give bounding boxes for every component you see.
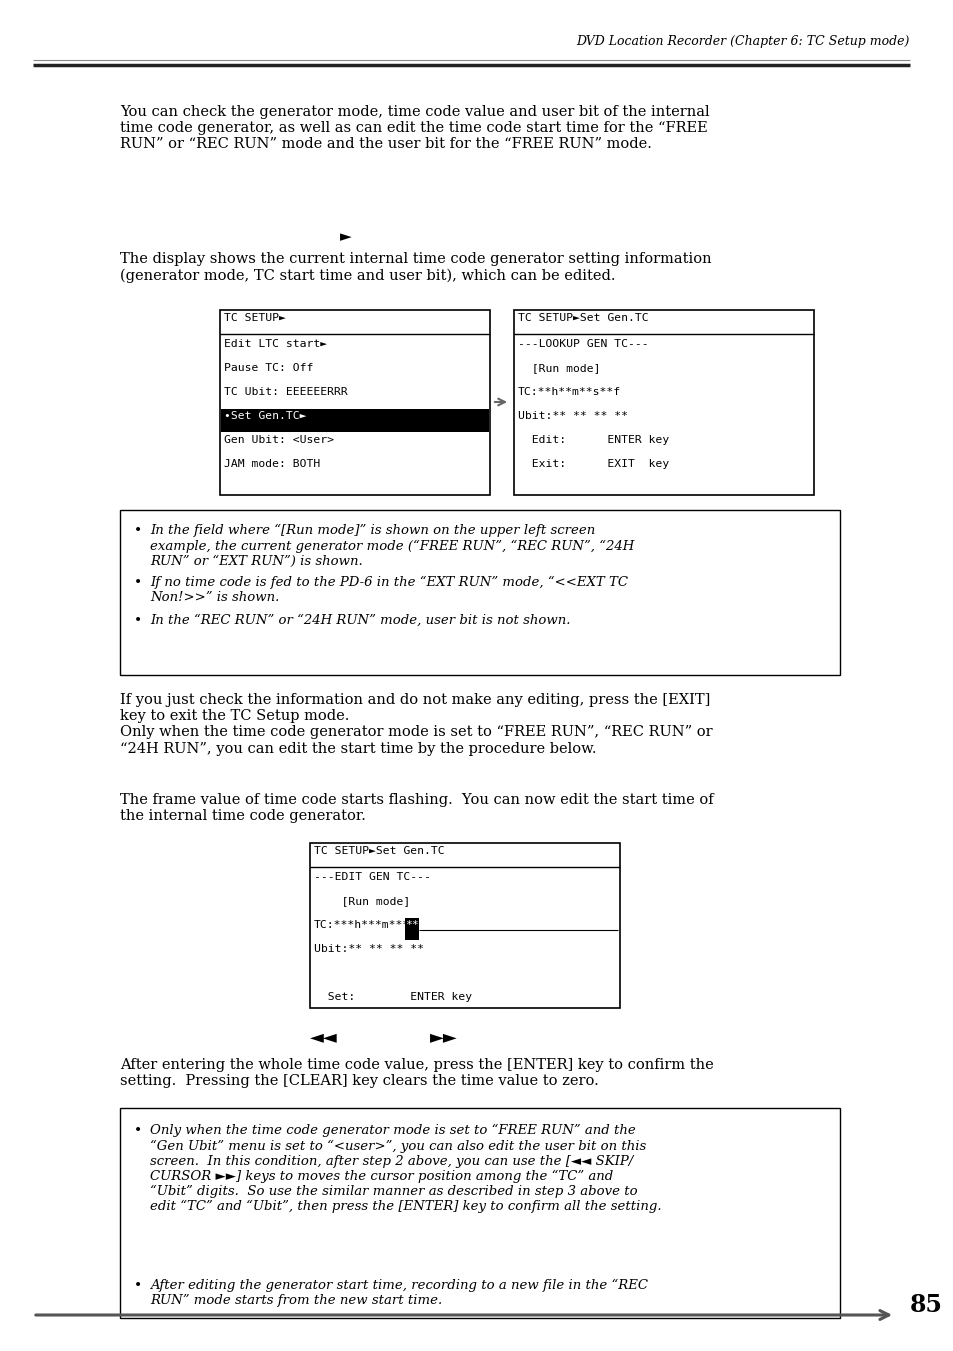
Text: TC:**h**m**s**f: TC:**h**m**s**f — [517, 386, 620, 397]
Text: In the “REC RUN” or “24H RUN” mode, user bit is not shown.: In the “REC RUN” or “24H RUN” mode, user… — [150, 613, 570, 627]
Text: ►►: ►► — [430, 1028, 457, 1046]
Text: After editing the generator start time, recording to a new file in the “REC
RUN”: After editing the generator start time, … — [150, 1279, 647, 1308]
Bar — [405, 917, 418, 940]
Text: Ubit:** ** ** **: Ubit:** ** ** ** — [517, 411, 627, 422]
Text: ◄◄: ◄◄ — [310, 1028, 337, 1046]
Text: Ubit:** ** ** **: Ubit:** ** ** ** — [314, 944, 423, 954]
Text: •: • — [133, 1124, 142, 1138]
Text: Gen Ubit: <User>: Gen Ubit: <User> — [224, 435, 334, 444]
Text: TC:***h***m***s: TC:***h***m***s — [314, 920, 416, 929]
Text: You can check the generator mode, time code value and user bit of the internal
t: You can check the generator mode, time c… — [120, 105, 709, 151]
Text: •: • — [133, 1279, 142, 1293]
Text: Edit:      ENTER key: Edit: ENTER key — [517, 435, 669, 444]
Text: 85: 85 — [909, 1293, 942, 1317]
Text: DVD Location Recorder (Chapter 6: TC Setup mode): DVD Location Recorder (Chapter 6: TC Set… — [576, 35, 909, 49]
Text: Edit LTC start►: Edit LTC start► — [224, 339, 327, 349]
Text: In the field where “[Run mode]” is shown on the upper left screen
example, the c: In the field where “[Run mode]” is shown… — [150, 524, 634, 567]
Text: Only when the time code generator mode is set to “FREE RUN” and the
“Gen Ubit” m: Only when the time code generator mode i… — [150, 1124, 661, 1213]
Bar — [514, 309, 813, 494]
Text: ---LOOKUP GEN TC---: ---LOOKUP GEN TC--- — [517, 339, 648, 349]
Text: •Set Gen.TC►: •Set Gen.TC► — [224, 411, 306, 422]
Text: •: • — [133, 576, 142, 590]
Text: •: • — [133, 613, 142, 628]
Text: TC SETUP►Set Gen.TC: TC SETUP►Set Gen.TC — [314, 846, 444, 857]
Text: TC Ubit: EEEEEERRR: TC Ubit: EEEEEERRR — [224, 386, 348, 397]
Text: [Run mode]: [Run mode] — [314, 896, 410, 907]
Text: If no time code is fed to the PD-6 in the “EXT RUN” mode, “<<EXT TC
Non!>>” is s: If no time code is fed to the PD-6 in th… — [150, 576, 627, 604]
Text: The frame value of time code starts flashing.  You can now edit the start time o: The frame value of time code starts flas… — [120, 793, 713, 823]
Text: ---EDIT GEN TC---: ---EDIT GEN TC--- — [314, 871, 431, 882]
Text: The display shows the current internal time code generator setting information
(: The display shows the current internal t… — [120, 253, 711, 282]
Text: TC SETUP►Set Gen.TC: TC SETUP►Set Gen.TC — [517, 313, 648, 323]
Bar — [221, 409, 489, 432]
Text: **: ** — [405, 920, 418, 929]
Text: •: • — [133, 524, 142, 538]
Bar — [310, 843, 619, 1008]
Text: ►: ► — [339, 230, 352, 245]
Bar — [120, 509, 840, 676]
Text: Set:        ENTER key: Set: ENTER key — [314, 992, 472, 1002]
Text: If you just check the information and do not make any editing, press the [EXIT]
: If you just check the information and do… — [120, 693, 712, 755]
Text: [Run mode]: [Run mode] — [517, 363, 599, 373]
Bar — [120, 1108, 840, 1319]
Text: JAM mode: BOTH: JAM mode: BOTH — [224, 459, 320, 469]
Text: TC SETUP►: TC SETUP► — [224, 313, 286, 323]
Bar — [220, 309, 490, 494]
Text: After entering the whole time code value, press the [ENTER] key to confirm the
s: After entering the whole time code value… — [120, 1058, 713, 1088]
Text: Exit:      EXIT  key: Exit: EXIT key — [517, 459, 669, 469]
Text: Pause TC: Off: Pause TC: Off — [224, 363, 313, 373]
